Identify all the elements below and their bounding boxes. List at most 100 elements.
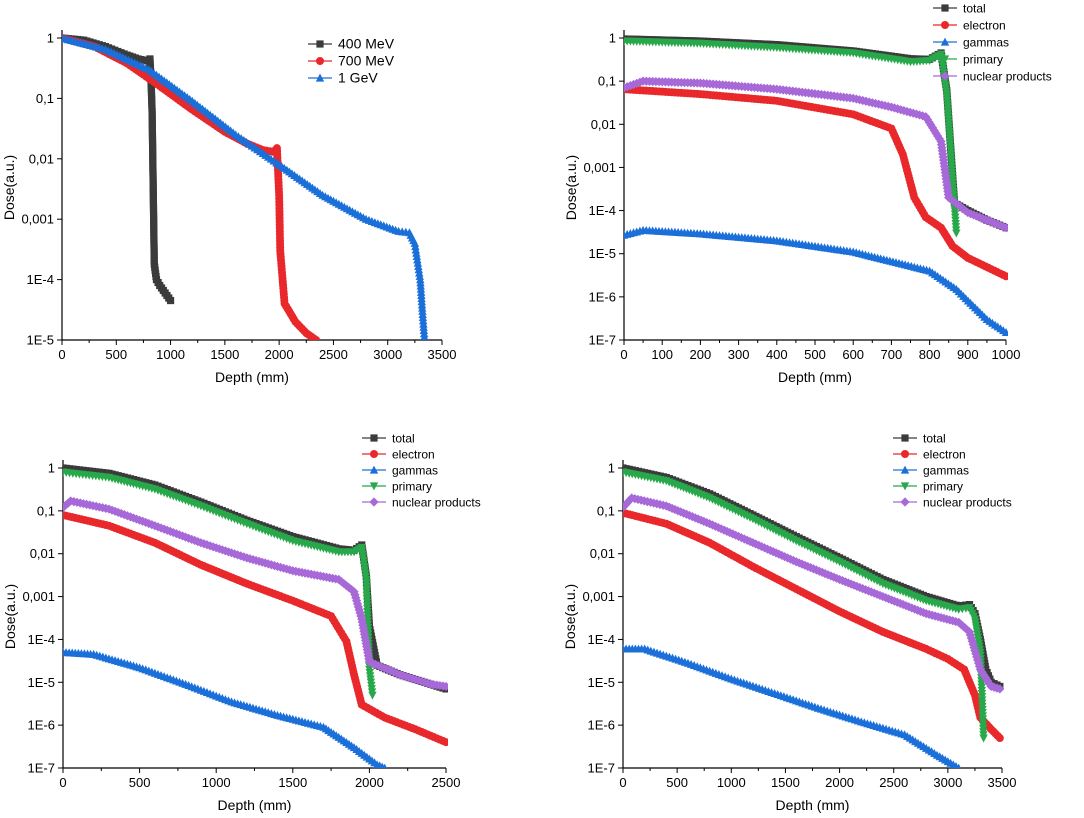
x-tick-label: 500 — [804, 347, 826, 362]
x-tick-label: 600 — [842, 347, 864, 362]
data-point — [984, 678, 994, 689]
legend-label: primary — [963, 53, 1003, 67]
x-tick-label: 700 — [881, 347, 903, 362]
series-primary — [623, 468, 988, 743]
y-tick-label: 1E-5 — [27, 333, 54, 348]
y-tick-label: 0,1 — [37, 503, 55, 518]
y-axis-title: Dose(a.u.) — [562, 584, 578, 649]
x-tick-label: 500 — [129, 775, 151, 790]
legend-label: total — [392, 432, 415, 446]
y-tick-label: 1E-4 — [589, 203, 616, 218]
legend-marker — [940, 55, 950, 64]
data-point — [413, 255, 422, 264]
chart-panel-4: 0 500 1000 1500 2000 2500 3000 3500 1 0,1 0,01 0,00… — [562, 432, 1016, 814]
y-axis-title: Dose(a.u.) — [1, 155, 17, 220]
x-tick-label: 3000 — [933, 775, 962, 790]
legend-label: electron — [923, 448, 966, 462]
data-point — [414, 265, 424, 274]
y-tick-label: 1E-4 — [588, 632, 615, 647]
y-tick-label: 0,1 — [597, 503, 615, 518]
legend: total electron gammas primary nuclear produc… — [933, 2, 1052, 84]
y-tick-label: 0,1 — [598, 74, 616, 89]
data-point — [415, 271, 424, 280]
x-tick-label: 3500 — [428, 347, 457, 362]
x-tick-label: 0 — [58, 347, 65, 362]
data-point — [414, 261, 423, 270]
x-tick-label: 2000 — [825, 775, 854, 790]
y-tick-label: 1E-7 — [588, 761, 615, 776]
x-tick-label: 3500 — [988, 775, 1017, 790]
legend-marker — [900, 497, 910, 507]
legend-marker — [369, 482, 379, 491]
series-1-gev — [62, 33, 429, 340]
x-axis-title: Depth (mm) — [776, 797, 850, 813]
x-tick-label: 300 — [728, 347, 750, 362]
legend-label: electron — [392, 448, 435, 462]
y-tick-label: 0,001 — [22, 589, 55, 604]
legend: total electron gammas primary nuclear produc… — [362, 432, 481, 510]
y-tick-label: 1 — [48, 461, 55, 476]
legend-label: electron — [963, 19, 1006, 33]
legend-marker — [316, 57, 324, 65]
x-tick-label: 1000 — [717, 775, 746, 790]
legend-marker — [316, 40, 324, 48]
x-tick-label: 0 — [620, 347, 627, 362]
legend-label: 700 MeV — [338, 53, 395, 69]
x-tick-label: 2000 — [265, 347, 294, 362]
plot-area — [62, 33, 429, 340]
legend-label: gammas — [923, 464, 969, 478]
series-line — [623, 648, 959, 768]
series-nuclear-products — [63, 496, 448, 692]
series-primary — [63, 468, 377, 700]
legend-label: primary — [392, 480, 432, 494]
legend-label: total — [923, 432, 946, 446]
y-tick-label: 0,001 — [21, 212, 54, 227]
y-axis-title: Dose(a.u.) — [2, 584, 18, 649]
x-tick-label: 400 — [766, 347, 788, 362]
x-tick-label: 1500 — [278, 775, 307, 790]
y-tick-label: 1E-6 — [589, 289, 616, 304]
series-electron — [624, 85, 1008, 281]
series-primary — [624, 37, 961, 238]
y-tick-label: 0,1 — [36, 91, 54, 106]
x-tick-label: 200 — [690, 347, 712, 362]
plot-area — [63, 464, 448, 768]
series-700-mev — [62, 34, 321, 340]
legend-marker — [369, 465, 379, 474]
legend-marker — [369, 497, 379, 507]
data-point — [166, 296, 175, 305]
data-point — [441, 681, 448, 692]
y-tick-label: 0,01 — [590, 546, 615, 561]
y-tick-label: 0,001 — [582, 589, 615, 604]
legend-label: gammas — [392, 464, 438, 478]
data-point — [415, 268, 424, 277]
series-gammas — [63, 647, 388, 768]
y-tick-label: 1E-7 — [28, 761, 55, 776]
data-point — [413, 258, 423, 267]
legend-marker — [941, 21, 949, 29]
x-tick-label: 2500 — [879, 775, 908, 790]
data-point — [411, 245, 421, 254]
series-line — [624, 40, 957, 234]
legend-label: 400 MeV — [338, 36, 395, 52]
data-point — [410, 238, 420, 247]
legend-marker — [370, 434, 378, 442]
legend-marker — [941, 4, 949, 12]
x-tick-label: 2500 — [432, 775, 461, 790]
legend: total electron gammas primary nuclear produc… — [893, 432, 1012, 510]
x-tick-label: 100 — [651, 347, 673, 362]
series-line — [63, 651, 385, 768]
data-point — [1002, 272, 1008, 281]
plot-area — [623, 464, 1004, 768]
x-tick-label: 1500 — [210, 347, 239, 362]
legend-label: nuclear products — [923, 496, 1012, 510]
y-tick-label: 1E-6 — [588, 718, 615, 733]
legend-marker — [900, 482, 910, 491]
x-tick-label: 800 — [919, 347, 941, 362]
series-electron — [63, 511, 448, 747]
y-tick-label: 1 — [609, 31, 616, 46]
legend-marker — [900, 465, 910, 474]
x-tick-label: 500 — [666, 775, 688, 790]
legend-marker — [901, 434, 909, 442]
